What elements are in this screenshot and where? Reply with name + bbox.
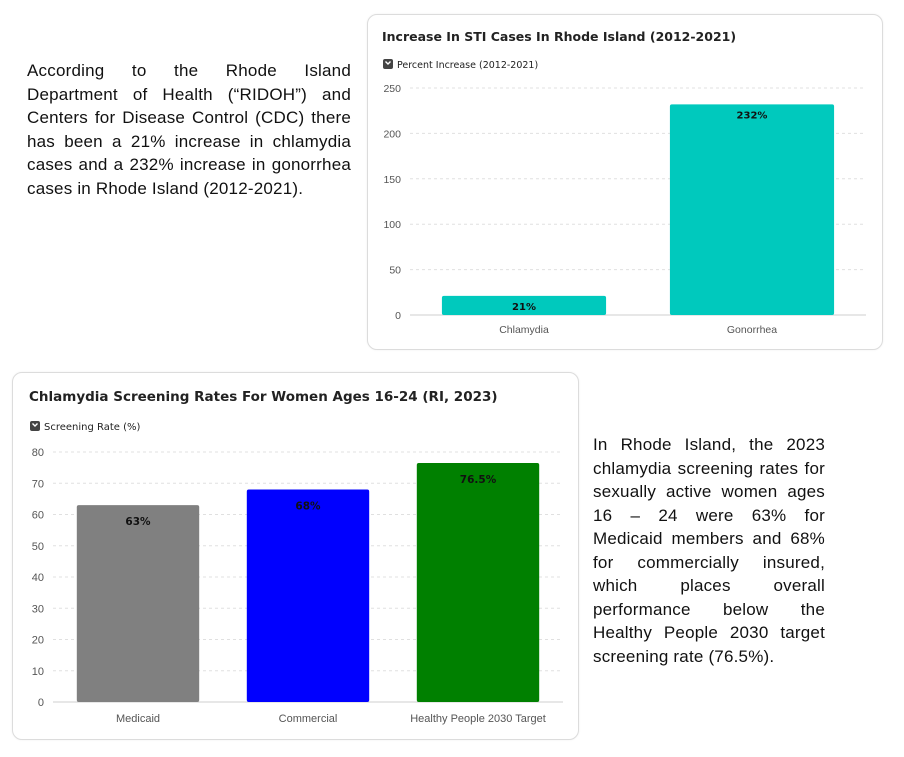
y-tick-label: 60 — [32, 510, 44, 522]
intro-paragraph: According to the Rhode Island Department… — [27, 61, 351, 198]
y-tick-label: 10 — [32, 666, 44, 678]
x-tick-label: Commercial — [279, 713, 338, 725]
y-tick-label: 80 — [32, 447, 44, 459]
chart-title: Chlamydia Screening Rates For Women Ages… — [29, 389, 498, 405]
x-tick-label: Gonorrhea — [727, 324, 777, 336]
screening-rate-chart-card: Chlamydia Screening Rates For Women Ages… — [12, 372, 579, 740]
bar-gonorrhea — [669, 104, 835, 316]
bar-chlamydia — [441, 295, 607, 315]
legend-chevron-icon — [385, 61, 391, 65]
data-label: 76.5% — [460, 474, 497, 486]
bar-medicaid — [76, 505, 200, 702]
y-tick-label: 20 — [32, 635, 44, 647]
y-tick-label: 50 — [389, 265, 401, 277]
x-tick-label: Chlamydia — [499, 324, 549, 336]
legend-chevron-icon — [32, 423, 38, 427]
y-tick-label: 50 — [32, 541, 44, 553]
sti-increase-chart-card: Increase In STI Cases In Rhode Island (2… — [367, 14, 883, 350]
y-tick-label: 100 — [383, 219, 401, 231]
y-tick-label: 0 — [395, 310, 401, 322]
legend-label: Screening Rate (%) — [44, 422, 141, 433]
y-tick-label: 200 — [383, 128, 401, 140]
data-label: 232% — [737, 110, 768, 121]
data-label: 63% — [125, 516, 151, 528]
bar-healthy-people-2030-target — [416, 462, 540, 702]
chart-title: Increase In STI Cases In Rhode Island (2… — [382, 29, 736, 44]
data-label: 68% — [295, 501, 321, 513]
y-tick-label: 0 — [38, 697, 44, 709]
y-tick-label: 30 — [32, 603, 44, 615]
y-tick-label: 40 — [32, 572, 44, 584]
sti-increase-chart: Increase In STI Cases In Rhode Island (2… — [382, 29, 866, 336]
bar-commercial — [246, 489, 370, 702]
screening-rate-chart: Chlamydia Screening Rates For Women Ages… — [29, 389, 563, 725]
y-tick-label: 250 — [383, 83, 401, 95]
x-tick-label: Medicaid — [116, 713, 160, 725]
legend-label: Percent Increase (2012-2021) — [397, 60, 538, 71]
screening-paragraph: In Rhode Island, the 2023 chlamydia scre… — [593, 435, 825, 666]
data-label: 21% — [512, 302, 536, 313]
y-tick-label: 150 — [383, 174, 401, 186]
y-tick-label: 70 — [32, 478, 44, 490]
x-tick-label: Healthy People 2030 Target — [410, 713, 546, 725]
